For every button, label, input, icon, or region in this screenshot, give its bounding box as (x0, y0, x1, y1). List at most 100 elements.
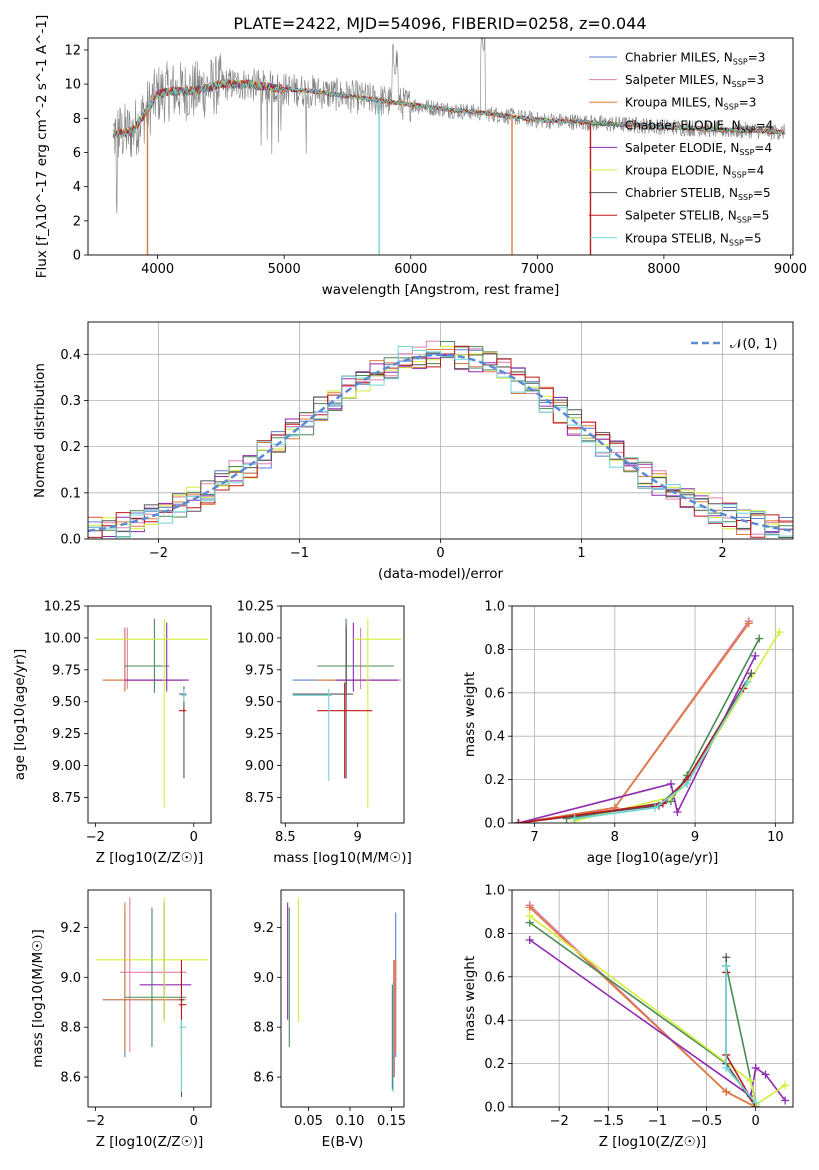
weight_vs_age-marker-salpeter_elodie (666, 779, 675, 788)
mass_vs_ebv-xtick-label: 0.05 (294, 1114, 323, 1129)
age_vs_mass-plot-area (292, 618, 402, 808)
weight_vs_Z-ytick-label: 0.2 (484, 1057, 505, 1072)
weight_vs_Z-line-chabrier_miles (529, 904, 757, 1107)
weight_vs_age-line-kroupa_elodie (574, 631, 781, 822)
weight_vs_age-marker-kroupa_stelib (683, 779, 692, 788)
weight_vs_age-xtick-label: 8 (611, 830, 619, 845)
gaussian-curve (88, 353, 793, 533)
mass_vs_Z-ytick-label: 9.2 (60, 921, 81, 936)
mass_vs_Z-ytick-label: 8.6 (60, 1071, 81, 1086)
residuals-xtick-label: 0 (436, 546, 444, 561)
weight_vs_age-panel: 7 8 9 10 0.0 0.2 0.4 0.6 0.8 1.0 age [log10(age/yr… (462, 600, 794, 866)
weight_vs_age-xtick-label: 10 (767, 830, 784, 845)
residuals-xtick-label: 2 (718, 546, 726, 561)
weight_vs_Z-marker-kroupa_elodie (746, 1076, 755, 1085)
weight_vs_age-xlabel: age [log10(age/yr)] (587, 850, 719, 866)
weight_vs_age-marker-chabrier_stelib (747, 669, 756, 678)
weight_vs_age-marker-salpeter_elodie (673, 808, 682, 817)
age_vs_Z-ytick-label: 10.25 (44, 600, 81, 615)
age_vs_mass-ytick-label: 9.50 (245, 695, 274, 710)
age_vs_mass-frame (280, 605, 405, 824)
mass_vs_ebv-xtick-label: 0.10 (336, 1114, 365, 1129)
weight_vs_Z-plot-area (512, 890, 793, 1107)
weight_vs_age-marker-kroupa_stelib (650, 803, 659, 812)
mass_vs_ebv-panel: 0.05 0.10 0.15 8.6 8.8 9.0 9.2 E(B-V) (253, 889, 406, 1150)
age_vs_Z-ylabel: age [log10(age/yr)] (12, 649, 28, 781)
age_vs_mass-ytick-label: 10.25 (237, 600, 274, 615)
legend-label-chabrier_miles: Chabrier MILES, NSSP=3 (625, 51, 765, 67)
mass_vs_Z-plot-area (95, 897, 209, 1098)
residuals-ytick-label: 0.0 (60, 533, 81, 548)
mass_vs_ebv-frame (280, 889, 405, 1108)
weight_vs_age-marker-salpeter_elodie (751, 651, 760, 660)
weight_vs_age-ytick-label: 0.4 (484, 730, 505, 745)
residuals-panel: −2 −1 0 1 2 0.0 0.1 0.2 0.3 0.4 (data-model)/error… (32, 321, 794, 582)
spectrum-xtick-label: 4000 (141, 262, 174, 277)
weight_vs_age-marker-kroupa_elodie (775, 628, 784, 637)
weight_vs_Z-marker-kroupa_miles (525, 903, 534, 912)
weight_vs_age-ylabel: mass weight (462, 672, 478, 757)
spectrum-panel: 4000 5000 6000 7000 8000 9000 0 2 4 6 8 10 12 wavelen… (34, 15, 807, 298)
age_vs_Z-ytick-label: 9.75 (52, 663, 81, 678)
weight_vs_Z-marker-salpeter_elodie (751, 1063, 760, 1072)
age_vs_mass-ytick-label: 9.00 (245, 759, 274, 774)
weight_vs_Z-ytick-label: 0.0 (484, 1101, 505, 1116)
age_vs_Z-ytick-label: 9.25 (52, 727, 81, 742)
weight_vs_Z-xtick-label: −1.5 (592, 1114, 624, 1129)
spectrum-xtick-label: 8000 (647, 262, 680, 277)
age_vs_Z-ytick-label: 10.00 (44, 631, 81, 646)
weight_vs_age-line-chabrier_elodie (566, 638, 761, 820)
spectrum-xtick-label: 6000 (394, 262, 427, 277)
weight_vs_Z-marker-salpeter_elodie (781, 1096, 790, 1105)
age_vs_Z-xtick-label: −2 (86, 830, 105, 845)
weight_vs_age-marker-salpeter_stelib (514, 819, 523, 823)
residuals-frame (87, 321, 794, 540)
weight_vs_Z-panel: −2 −1.5 −1 −0.5 0 0.0 0.2 0.4 0.6 0.8 1.0 Z [log10(… (462, 884, 794, 1150)
legend-label-salpeter_stelib: Salpeter STELIB, NSSP=5 (625, 209, 769, 225)
mass_vs_Z-xtick-label: 0 (190, 1114, 198, 1129)
legend-label-chabrier_stelib: Chabrier STELIB, NSSP=5 (625, 186, 771, 202)
spectrum-model-kroupa_stelib (112, 79, 784, 139)
age_vs_mass-xlabel: mass [log10(M/M☉)] (273, 850, 412, 866)
weight_vs_age-xtick-label: 9 (691, 830, 699, 845)
gaussian-legend-label: 𝒩(0, 1) (730, 337, 777, 352)
weight_vs_Z-marker-kroupa_stelib (722, 961, 731, 970)
mass_vs_Z-xtick-label: −2 (86, 1114, 105, 1129)
weight_vs_Z-ytick-label: 0.4 (484, 1014, 505, 1029)
weight_vs_Z-marker-kroupa_miles (722, 1087, 731, 1096)
age_vs_Z-xlabel: Z [log10(Z/Z☉)] (96, 850, 204, 866)
weight_vs_Z-xtick-label: −2 (550, 1114, 569, 1129)
weight_vs_age-xtick-label: 7 (530, 830, 538, 845)
weight_vs_age-ytick-label: 0.8 (484, 643, 505, 658)
legend-label-kroupa_stelib: Kroupa STELIB, NSSP=5 (625, 231, 762, 247)
weight_vs_age-line-chabrier_stelib (518, 672, 752, 823)
weight_vs_Z-ytick-label: 0.8 (484, 927, 505, 942)
weight_vs_Z-ytick-label: 0.6 (484, 970, 505, 985)
weight_vs_Z-xtick-label: −1 (648, 1114, 667, 1129)
mass_vs_ebv-ytick-label: 8.6 (253, 1071, 274, 1086)
age_vs_Z-ytick-label: 9.00 (52, 759, 81, 774)
mass_vs_ebv-plot-area (287, 897, 397, 1093)
residuals-ylabel: Normed distribution (32, 363, 48, 498)
mass_vs_ebv-xtick-label: 0.15 (377, 1114, 406, 1129)
weight_vs_age-marker-kroupa_miles (744, 619, 753, 628)
age_vs_mass-panel: 8.5 9 8.75 9.00 9.25 9.50 9.75 10.00 10.25 mass [… (237, 600, 412, 867)
age_vs_mass-xtick-label: 8.5 (275, 830, 296, 845)
legend-label-kroupa_elodie: Kroupa ELODIE, NSSP=4 (625, 164, 764, 180)
spectrum-frame (87, 37, 794, 256)
spectrum-ytick-label: 10 (64, 78, 81, 93)
residuals-ytick-label: 0.3 (60, 394, 81, 409)
weight_vs_age-ytick-label: 1.0 (484, 600, 505, 615)
age_vs_Z-plot-area (95, 618, 209, 808)
weight_vs_age-plot-area (512, 606, 793, 823)
weight_vs_Z-line-salpeter_miles (529, 904, 757, 1107)
spectrum-ytick-label: 0 (73, 249, 81, 264)
spectrum-xtick-label: 7000 (521, 262, 554, 277)
mass_vs_ebv-ytick-label: 8.8 (253, 1021, 274, 1036)
age_vs_mass-ytick-label: 9.25 (245, 727, 274, 742)
mass_vs_Z-frame (87, 889, 212, 1108)
weight_vs_Z-xlabel: Z [log10(Z/Z☉)] (599, 1134, 707, 1150)
weight_vs_Z-xtick-label: 0 (752, 1114, 760, 1129)
age_vs_Z-xtick-label: 0 (190, 830, 198, 845)
weight_vs_Z-frame (511, 889, 794, 1108)
